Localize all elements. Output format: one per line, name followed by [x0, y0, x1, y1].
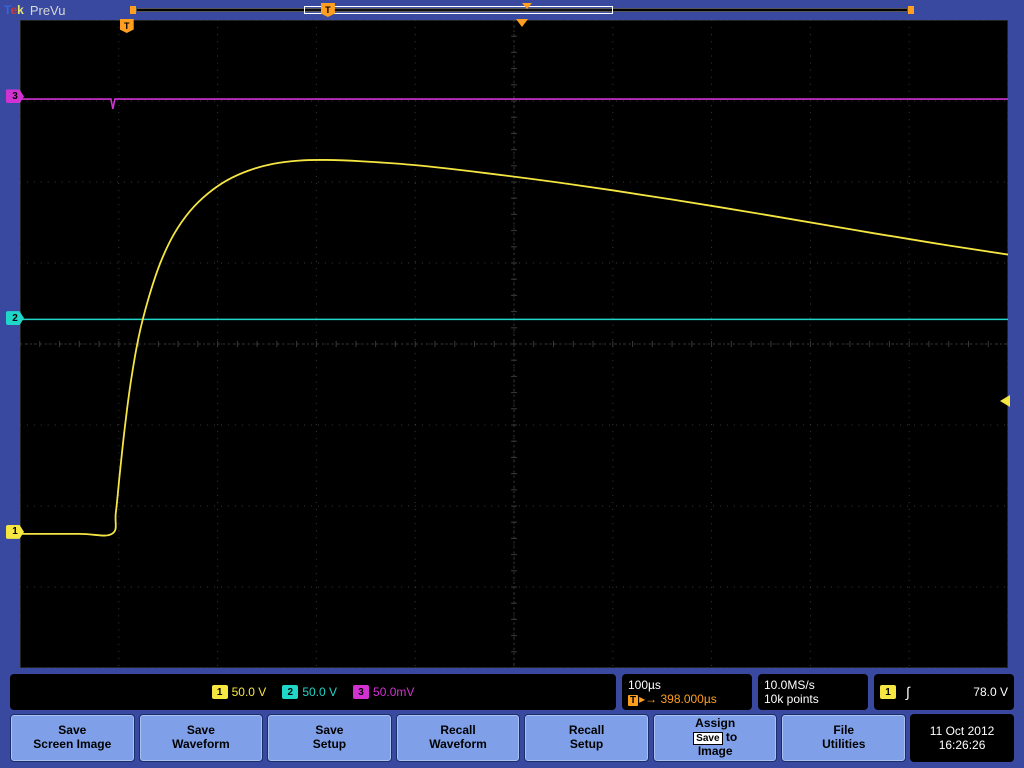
button-label-line2: Save to: [693, 731, 737, 746]
button-label-line1: Save: [58, 724, 86, 738]
time-delay: T▸→ 398.000µs: [628, 692, 746, 706]
channel-scale-value-ch2: 50.0 V: [302, 685, 337, 699]
channel-scale-value-ch1: 50.0 V: [232, 685, 267, 699]
timebase-readout: 100µs T▸→ 398.000µs: [622, 674, 752, 710]
date-value: 11 Oct 2012: [930, 724, 995, 738]
trigger-source-flag: 1: [880, 685, 896, 699]
oscilloscope-screen: Tek PreVu T T 123 150.0 V250.0 V350.0mV …: [0, 0, 1024, 768]
button-label-line2: Setup: [313, 738, 346, 752]
channel-scale-ch2: 2 50.0 V: [282, 685, 337, 699]
channel-scales: 1 50.0 V 2 50.0 V 3 50.0mV: [10, 674, 616, 710]
plot-area: T 123: [10, 20, 1014, 674]
acq-center-marker: [522, 3, 532, 9]
save-screen-button[interactable]: SaveScreen Image: [10, 714, 135, 762]
plot-canvas-wrap: T: [20, 20, 1008, 668]
assign-save-button[interactable]: AssignSave toImage: [653, 714, 778, 762]
button-label-line1: Recall: [440, 724, 475, 738]
channel-flag-ch1: 1: [212, 685, 228, 699]
button-label-line2: Waveform: [172, 738, 230, 752]
softkey-row: SaveScreen ImageSaveWaveformSaveSetupRec…: [10, 714, 1014, 762]
button-label-line2: Screen Image: [33, 738, 111, 752]
delay-value: 398.000µs: [660, 692, 716, 706]
status-row: 1 50.0 V 2 50.0 V 3 50.0mV 100µs T▸→ 398.000µ…: [10, 674, 1014, 710]
button-label-line1: Assign: [695, 717, 735, 731]
acq-bar-track: T: [136, 8, 908, 12]
sample-readout: 10.0MS/s 10k points: [758, 674, 868, 710]
save-key-icon: Save: [693, 732, 722, 746]
channel-flag-ch2: 2: [282, 685, 298, 699]
channel-marker-gutter: 123: [10, 20, 20, 668]
trigger-position-marker[interactable]: [516, 19, 528, 27]
trigger-readout: 1 ∫ 78.0 V: [874, 674, 1014, 710]
channel-scale-ch3: 3 50.0mV: [353, 685, 414, 699]
channel-scale-value-ch3: 50.0mV: [373, 685, 414, 699]
button-label-line1: Save: [187, 724, 215, 738]
arrow-icon: ▸→: [639, 692, 660, 706]
plot-canvas: [20, 20, 1008, 668]
button-label-line1: File: [833, 724, 854, 738]
button-label-line1: Save: [315, 724, 343, 738]
acquisition-overview-bar: T: [130, 6, 914, 14]
acq-window: [304, 6, 613, 14]
save-waveform-button[interactable]: SaveWaveform: [139, 714, 264, 762]
recall-waveform-button[interactable]: RecallWaveform: [396, 714, 521, 762]
acq-t-marker: T: [321, 3, 335, 17]
trigger-level-pointer[interactable]: [1000, 395, 1010, 407]
time-per-div: 100µs: [628, 678, 746, 692]
recall-setup-button[interactable]: RecallSetup: [524, 714, 649, 762]
sample-rate: 10.0MS/s: [764, 678, 862, 692]
time-value: 16:26:26: [939, 738, 986, 752]
button-label-line2: Setup: [570, 738, 603, 752]
button-label-line2: Waveform: [429, 738, 487, 752]
top-bar: Tek PreVu T: [0, 0, 1024, 20]
channel-scale-ch1: 1 50.0 V: [212, 685, 267, 699]
tek-logo: Tek: [4, 3, 24, 17]
button-label-line2: Utilities: [822, 738, 865, 752]
record-length: 10k points: [764, 692, 862, 706]
channel-flag-ch3: 3: [353, 685, 369, 699]
button-label-line1: Recall: [569, 724, 604, 738]
acq-bar-right-end: [908, 6, 914, 14]
file-utilities-button[interactable]: FileUtilities: [781, 714, 906, 762]
datetime-readout: 11 Oct 2012 16:26:26: [910, 714, 1014, 762]
delay-prefix-icon: T: [628, 695, 638, 706]
save-setup-button[interactable]: SaveSetup: [267, 714, 392, 762]
rising-edge-icon: ∫: [906, 684, 910, 700]
trigger-level: 78.0 V: [973, 685, 1008, 699]
button-label-line3: Image: [698, 745, 733, 759]
acq-mode-label: PreVu: [30, 3, 66, 18]
